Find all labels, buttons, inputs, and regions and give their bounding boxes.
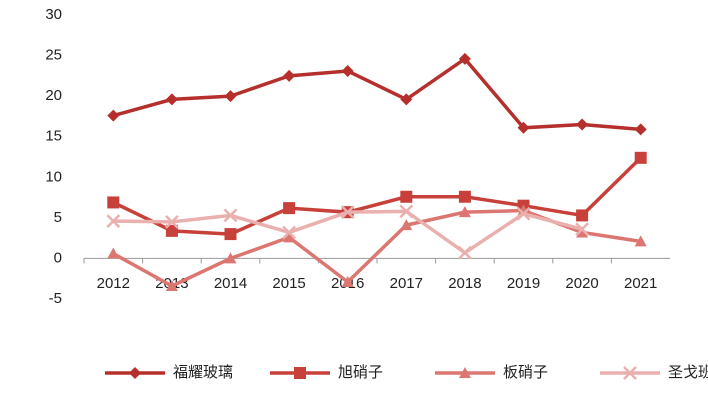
y-tick-label: 5 <box>54 209 62 226</box>
point <box>165 224 178 237</box>
point <box>341 275 354 287</box>
series-line <box>112 156 642 236</box>
point <box>283 202 296 215</box>
point <box>165 93 178 106</box>
y-tick-label: 10 <box>45 168 62 185</box>
point <box>634 151 647 164</box>
point <box>516 206 531 221</box>
x-tick-label: 2020 <box>565 275 598 292</box>
point <box>107 247 120 259</box>
point <box>223 208 238 223</box>
y-tick-label: 15 <box>45 128 62 145</box>
point <box>400 190 413 203</box>
point <box>576 118 589 131</box>
point <box>283 231 296 243</box>
point <box>576 209 589 222</box>
point <box>107 196 120 209</box>
point <box>458 206 471 218</box>
point <box>400 219 413 231</box>
point <box>517 121 530 134</box>
point <box>458 190 471 203</box>
point <box>341 64 354 77</box>
point <box>575 222 589 237</box>
series-line <box>112 56 641 132</box>
point <box>634 235 647 247</box>
point <box>224 90 237 103</box>
point <box>623 366 637 380</box>
series-line <box>112 208 641 288</box>
legend-label: 旭硝子 <box>338 364 383 381</box>
point <box>458 245 472 260</box>
y-tick-label: -5 <box>49 290 62 307</box>
point <box>634 123 647 136</box>
point <box>459 367 471 378</box>
legend-label: 福耀玻璃 <box>173 364 233 381</box>
x-tick-label: 2017 <box>390 275 423 292</box>
x-tick-label: 2012 <box>97 275 130 292</box>
point <box>106 214 121 228</box>
x-tick-label: 2014 <box>214 275 247 292</box>
x-tick-label: 2019 <box>507 275 540 292</box>
point <box>165 280 178 292</box>
point <box>224 228 237 241</box>
point <box>294 367 306 379</box>
y-tick-label: 0 <box>54 249 62 266</box>
point <box>107 109 120 122</box>
y-tick-label: 20 <box>45 87 62 104</box>
point <box>283 69 296 82</box>
legend-label: 圣戈班 <box>668 364 708 381</box>
point <box>400 93 413 106</box>
y-tick-label: 25 <box>45 47 62 64</box>
point <box>129 367 141 379</box>
x-tick-label: 2018 <box>448 275 481 292</box>
point <box>399 204 414 219</box>
point <box>224 252 237 264</box>
point <box>458 52 471 65</box>
point <box>282 225 296 240</box>
point <box>340 205 355 220</box>
point <box>165 215 179 229</box>
y-tick-label: 30 <box>45 6 62 23</box>
x-tick-label: 2015 <box>272 275 305 292</box>
point <box>576 226 589 238</box>
legend-label: 板硝子 <box>503 363 548 381</box>
x-tick-label: 2021 <box>624 275 657 292</box>
